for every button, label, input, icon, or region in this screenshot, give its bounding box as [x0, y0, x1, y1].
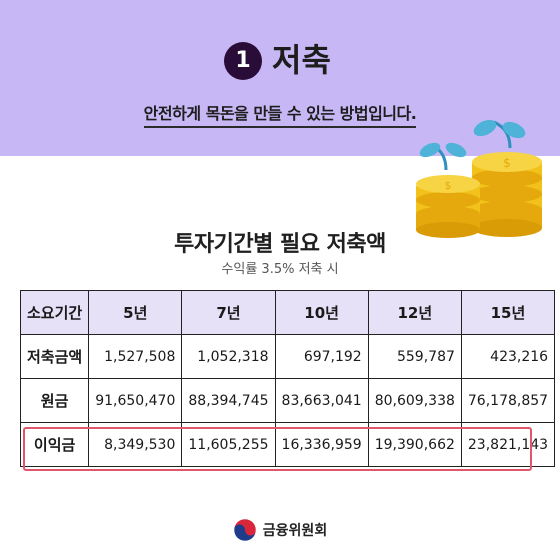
table-cell: 1,527,508 — [88, 334, 183, 379]
row-header: 저축금액 — [19, 334, 90, 379]
savings-table: 소요기간 5년 7년 10년 12년 15년 저축금액 1,527,508 1,… — [19, 290, 556, 467]
table-row-principal: 원금 91,650,470 88,394,745 83,663,041 80,6… — [19, 378, 556, 423]
column-header: 12년 — [367, 290, 462, 335]
subtitle-wrapper: 안전하게 목돈을 만들 수 있는 방법입니다. — [0, 100, 560, 128]
table-cell: 80,609,338 — [367, 378, 462, 423]
column-header: 15년 — [460, 290, 556, 335]
row-header: 이익금 — [19, 422, 90, 467]
table-cell: 697,192 — [274, 334, 369, 379]
table-cell: 423,216 — [460, 334, 556, 379]
footer-logo-group: 금융위원회 — [233, 518, 327, 542]
table-row-savings-amount: 저축금액 1,527,508 1,052,318 697,192 559,787… — [19, 334, 556, 379]
table-caption: 수익률 3.5% 저축 시 — [221, 262, 339, 277]
table-cell: 91,650,470 — [88, 378, 183, 423]
column-header: 5년 — [88, 290, 183, 335]
table-title: 투자기간별 필요 저축액 — [174, 232, 386, 257]
footer: 금융위원회 — [0, 518, 560, 546]
table-cell: 88,394,745 — [181, 378, 276, 423]
table-cell: 11,605,255 — [181, 422, 276, 467]
taegeuk-emblem-icon — [233, 518, 257, 542]
coin-stack-right: $ — [472, 119, 542, 237]
table-cell: 8,349,530 — [88, 422, 183, 467]
header-band: 1 저축 안전하게 목돈을 만들 수 있는 방법입니다. — [0, 0, 560, 156]
table-cell: 83,663,041 — [274, 378, 369, 423]
svg-text:$: $ — [445, 179, 452, 192]
table-row-profit: 이익금 8,349,530 11,605,255 16,336,959 19,3… — [19, 422, 556, 467]
coin-stack-left: $ — [416, 142, 480, 238]
table-cell: 19,390,662 — [367, 422, 462, 467]
section-title: 저축 — [272, 41, 331, 79]
table-header-row: 소요기간 5년 7년 10년 12년 15년 — [19, 290, 556, 335]
column-header: 10년 — [274, 290, 369, 335]
organization-name: 금융위원회 — [262, 523, 328, 539]
section-number-badge: 1 — [224, 42, 262, 80]
row-header: 원금 — [19, 378, 90, 423]
section-subtitle: 안전하게 목돈을 만들 수 있는 방법입니다. — [143, 100, 417, 128]
coin-stacks-with-sprouts-icon: $ $ — [416, 119, 542, 238]
table-cell: 16,336,959 — [274, 422, 369, 467]
table-cell: 23,821,143 — [460, 422, 556, 467]
svg-text:$: $ — [503, 156, 511, 170]
column-header-period: 소요기간 — [19, 290, 90, 335]
table-cell: 559,787 — [367, 334, 462, 379]
table-cell: 76,178,857 — [460, 378, 556, 423]
column-header: 7년 — [181, 290, 276, 335]
table-cell: 1,052,318 — [181, 334, 276, 379]
